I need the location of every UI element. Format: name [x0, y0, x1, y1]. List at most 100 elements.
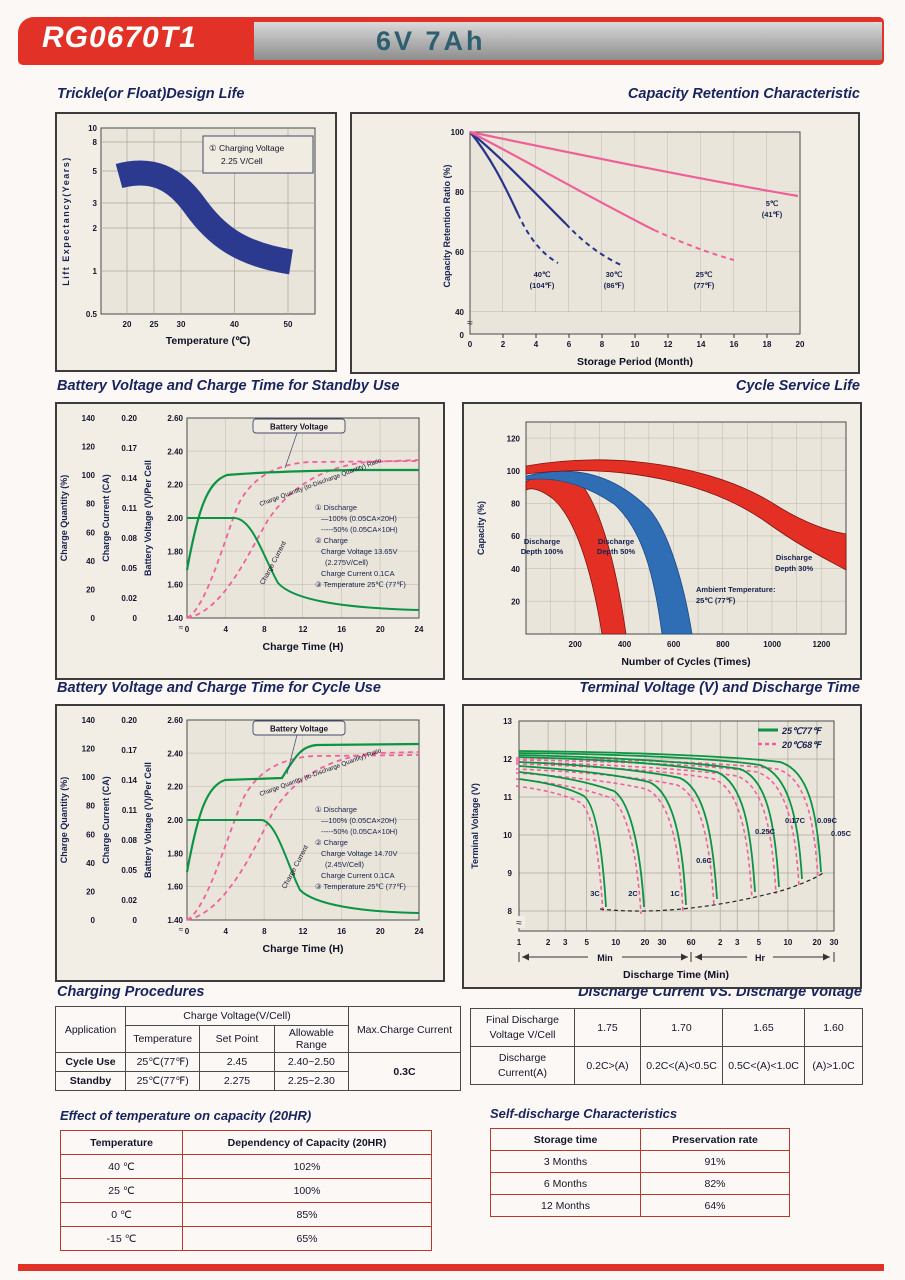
- section-title-temp-capacity: Effect of temperature on capacity (20HR): [60, 1108, 312, 1123]
- current-tick: 0.20: [121, 716, 137, 725]
- x-axis-label: Discharge Time (Min): [623, 969, 729, 981]
- charge-quantity-100-curve: [186, 459, 420, 619]
- axis-break: ≈: [179, 925, 184, 934]
- discharge-voltage-table: Final Discharge Voltage V/Cell 1.75 1.70…: [470, 1008, 863, 1085]
- hr-range-label: Hr: [755, 953, 765, 963]
- x-tick: 20: [376, 625, 385, 634]
- cell: 2.275: [199, 1071, 275, 1091]
- current-tick: 0.02: [121, 594, 137, 603]
- x-tick: 200: [569, 640, 583, 649]
- cell: 0.2C<(A)<0.5C: [640, 1046, 723, 1085]
- cell: 0.5C<(A)<1.0C: [722, 1046, 805, 1085]
- quantity-tick: 20: [86, 887, 95, 896]
- retention-chart: 40℃ (104℉) 30℃ (86℉) 25℃ (77℉) 5℃ (41℉) …: [442, 128, 805, 368]
- quantity-tick: 140: [82, 414, 96, 423]
- section-title-design-life: Trickle(or Float)Design Life: [57, 86, 245, 102]
- current-tick: 0.14: [121, 474, 137, 483]
- cycle-charge-chart-panel: Battery Voltage Charge Quantity (to-Disc…: [55, 704, 445, 982]
- x-tick: 50: [284, 320, 293, 329]
- cell: 25℃(77℉): [124, 1071, 201, 1091]
- voltage-tick: 2.40: [167, 749, 183, 758]
- quantity-tick: 140: [82, 716, 96, 725]
- voltage-tick: 1.80: [167, 849, 183, 858]
- cell: (A)>1.0C: [804, 1046, 863, 1085]
- battery-voltage-label-box: [252, 418, 346, 434]
- cell: Cycle Use: [55, 1052, 126, 1072]
- cell: 2.45: [199, 1052, 275, 1072]
- section-title-cycle-charge: Battery Voltage and Charge Time for Cycl…: [57, 680, 381, 696]
- x-tick: 6: [567, 340, 572, 349]
- annotation-line: ③ Temperature 25℃ (77℉): [315, 882, 406, 891]
- legend-label-25c: 25℃77℉: [781, 726, 822, 736]
- cell: 40 ℃: [60, 1154, 183, 1179]
- voltage-tick: 2.20: [167, 481, 183, 490]
- charge-quantity-100-curve: [186, 751, 420, 921]
- cell: 85%: [182, 1202, 432, 1227]
- curve-30c: [469, 131, 567, 225]
- battery-voltage-curve: [185, 742, 420, 873]
- quantity-tick: 100: [82, 773, 96, 782]
- quantity-tick: 100: [82, 471, 96, 480]
- cell: 1.60: [804, 1008, 863, 1047]
- current-tick: 0.05: [121, 564, 137, 573]
- battery-spec: 6V 7Ah: [376, 25, 486, 56]
- legend-line1: ① Charging Voltage: [209, 143, 284, 153]
- cell: Final Discharge Voltage V/Cell: [470, 1008, 575, 1047]
- voltage-tick: 1.80: [167, 547, 183, 556]
- charging-procedures-table: Application Charge Voltage(V/Cell) Max.C…: [55, 1006, 461, 1091]
- x-tick-min: 60: [687, 938, 696, 947]
- self-discharge-table: Storage time Preservation rate 3 Months …: [490, 1128, 790, 1217]
- quantity-tick: 0: [91, 614, 96, 623]
- x-tick: 1200: [813, 640, 831, 649]
- standby-charge-chart-panel: Battery Voltage Charge Quantity (to-Disc…: [55, 402, 445, 680]
- quantity-tick: 0: [91, 916, 96, 925]
- design-life-band: [115, 160, 294, 275]
- x-tick: 20: [376, 927, 385, 936]
- cycle-life-chart: Discharge Depth 100% Discharge Depth 50%…: [476, 421, 847, 668]
- curve-25c: [469, 131, 655, 231]
- annotation-line: ③ Temperature 25℃ (77℉): [315, 580, 406, 589]
- x-axis-label: Temperature (℃): [166, 335, 251, 347]
- min-range-label: Min: [597, 953, 613, 963]
- design-life-chart-panel: ① Charging Voltage 2.25 V/Cell 10 8 5 3 …: [55, 112, 337, 372]
- battery-voltage-label: Battery Voltage: [270, 725, 329, 734]
- section-title-retention: Capacity Retention Characteristic: [627, 86, 860, 102]
- cell: 1.75: [574, 1008, 641, 1047]
- quantity-tick: 120: [82, 443, 96, 452]
- y-tick: 10: [88, 124, 97, 133]
- x-tick-min: 30: [657, 938, 666, 947]
- x-axis-label: Number of Cycles (Times): [621, 656, 750, 668]
- cell: Storage time: [490, 1128, 641, 1151]
- annotation-line: ② Charge: [315, 838, 348, 847]
- axis-break: ≈: [179, 623, 184, 632]
- annotation-line: (2.275V/Cell): [325, 558, 368, 567]
- annotation-line: —100% (0.05CA×20H): [321, 816, 397, 825]
- cell-line: Current(A): [497, 1066, 547, 1079]
- current-tick: 0.08: [121, 836, 137, 845]
- depth-30-label: Depth 30%: [775, 564, 814, 573]
- cell: 64%: [640, 1194, 790, 1217]
- depth-50-label: Discharge: [598, 537, 634, 546]
- footer-bar: [18, 1264, 884, 1271]
- y-axis-label: Capacity (%): [476, 501, 486, 555]
- y-tick: 3: [93, 199, 98, 208]
- c-rate-label: 0.05C: [831, 829, 852, 838]
- current-tick: 0.02: [121, 896, 137, 905]
- charge-current-curve: [187, 819, 420, 914]
- voltage-tick: 2.00: [167, 816, 183, 825]
- current-tick: 0.20: [121, 414, 137, 423]
- voltage-tick: 2.40: [167, 447, 183, 456]
- current-axis-label: Charge Current (CA): [101, 474, 111, 562]
- y-tick: 100: [507, 467, 521, 476]
- label-leader-line: [284, 432, 298, 469]
- quantity-tick: 40: [86, 859, 95, 868]
- annotation-line: ① Discharge: [315, 503, 357, 512]
- current-tick: 0: [133, 614, 138, 623]
- y-tick: 9: [508, 869, 513, 878]
- x-axis-label: Charge Time (H): [263, 943, 344, 955]
- y-tick: 80: [455, 188, 464, 197]
- y-tick: 100: [451, 128, 465, 137]
- quantity-axis-label: Charge Quantity (%): [59, 475, 69, 562]
- c-rate-label: 0.09C: [817, 816, 838, 825]
